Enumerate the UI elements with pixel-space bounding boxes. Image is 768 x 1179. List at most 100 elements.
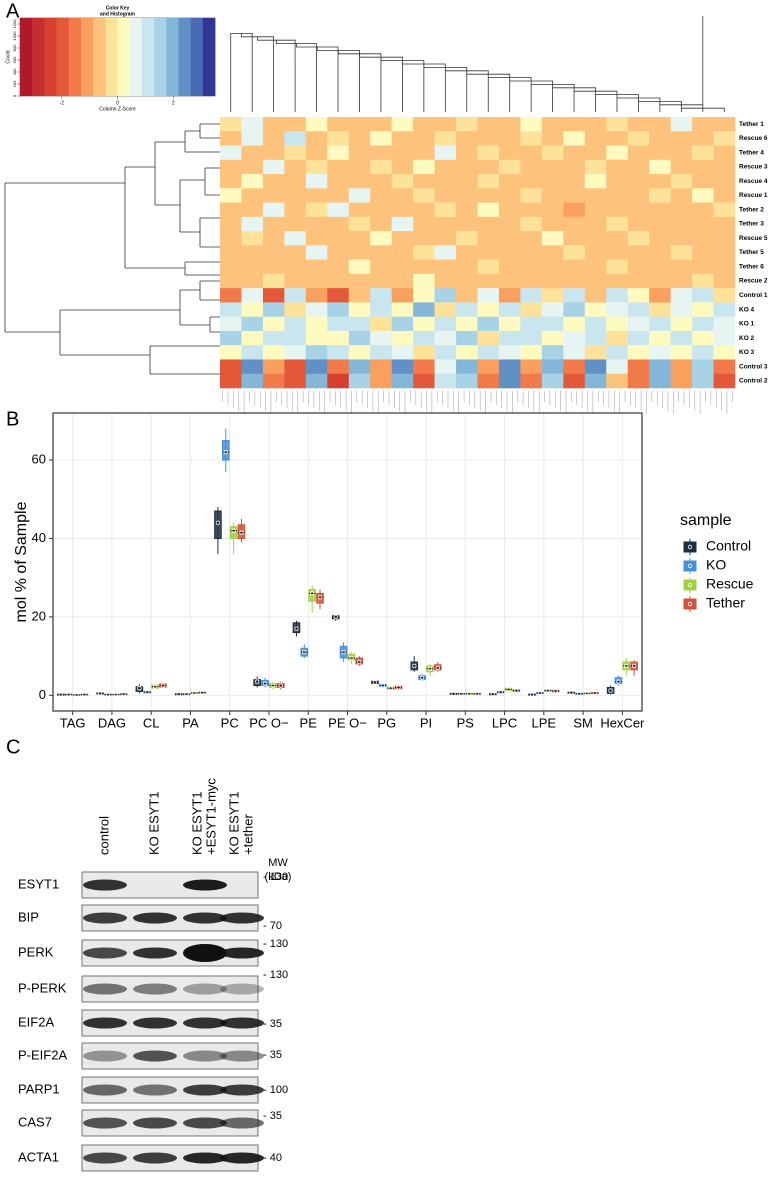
- heatmap-cell: [391, 316, 414, 332]
- heatmap-cell: [391, 188, 414, 203]
- heatmap-cell: [434, 159, 457, 175]
- median-dot: [302, 649, 307, 655]
- heatmap-cell: [670, 145, 693, 161]
- median-dot: [631, 663, 637, 669]
- heatmap-cell: [413, 359, 435, 375]
- key-swatch: [117, 18, 130, 96]
- heatmap-cell: [456, 216, 478, 232]
- heatmap-cell: [370, 373, 392, 389]
- heatmap-cell: [649, 202, 671, 218]
- heatmap-cell: [370, 345, 392, 360]
- heatmap-cell: [391, 288, 414, 303]
- heatmap-cell: [520, 131, 543, 146]
- heatmap-cell: [284, 302, 307, 317]
- heatmap-cell: [348, 188, 371, 203]
- heatmap-cell: [649, 288, 671, 303]
- heatmap-cell: [262, 188, 285, 203]
- heatmap-cell: [498, 259, 521, 275]
- blot-band: [220, 983, 264, 995]
- key-x-tick-label: 0: [116, 100, 119, 106]
- heatmap-cell: [477, 302, 500, 317]
- blot-band: [133, 1084, 177, 1096]
- heatmap-cell: [670, 245, 693, 260]
- heatmap-cell: [498, 273, 521, 289]
- heatmap-cell: [220, 302, 242, 317]
- blot-band: [183, 1050, 227, 1062]
- heatmap-cell: [241, 345, 264, 360]
- heatmap-cell: [241, 117, 264, 132]
- lane-label: KO ESYT1: [226, 791, 241, 855]
- heatmap-cell: [498, 373, 521, 389]
- heatmap-cell: [284, 131, 307, 146]
- legend-dot: [687, 582, 693, 588]
- heatmap-cell: [520, 302, 543, 317]
- blot-band: [83, 1017, 127, 1029]
- heatmap-cell: [649, 345, 671, 360]
- heatmap-cell: [391, 373, 414, 389]
- heatmap-cell: [456, 288, 478, 303]
- heatmap-cell: [649, 117, 671, 132]
- median-dot: [113, 692, 119, 697]
- x-tick-label: PC: [221, 715, 239, 730]
- heatmap-cell: [584, 288, 607, 303]
- heatmap-cell: [541, 259, 564, 275]
- blot-band: [133, 1152, 177, 1164]
- key-swatch: [178, 18, 191, 96]
- heatmap-cell: [284, 288, 307, 303]
- heatmap-cell: [370, 273, 392, 289]
- heatmap-cell: [370, 216, 392, 232]
- key-x-tick-label: 2: [172, 100, 175, 106]
- heatmap-cell: [498, 188, 521, 203]
- lane-label: control: [96, 816, 111, 855]
- heatmap-cell: [713, 131, 736, 146]
- x-tick-label: HexCer: [600, 715, 645, 730]
- legend-dot: [687, 563, 693, 569]
- heatmap-cell: [434, 174, 457, 189]
- heatmap-cell: [541, 202, 564, 218]
- heatmap-cell: [305, 174, 328, 189]
- blot-band: [220, 1117, 264, 1129]
- median-dot: [58, 692, 64, 697]
- heatmap-cell: [305, 202, 328, 218]
- heatmap-cell: [220, 159, 242, 175]
- heatmap-cell: [498, 174, 521, 189]
- median-dot: [545, 688, 550, 693]
- heatmap-cell: [606, 188, 629, 203]
- legend-key: [683, 541, 697, 553]
- heatmap-cell: [241, 359, 264, 375]
- heatmap-cell: [584, 259, 607, 275]
- heatmap-cell: [456, 302, 478, 317]
- heatmap-cell: [305, 245, 328, 260]
- legend-label: Rescue: [706, 576, 754, 592]
- heatmap-cell: [498, 302, 521, 317]
- heatmap-cell: [606, 245, 629, 260]
- blot-band: [133, 1117, 177, 1129]
- median-dot: [569, 690, 574, 695]
- heatmap-cell: [541, 359, 564, 375]
- heatmap-cell: [413, 302, 435, 317]
- heatmap-cell: [670, 359, 693, 375]
- heatmap-cell: [262, 345, 285, 360]
- heatmap-cell: [413, 288, 435, 303]
- blot-band: [220, 1017, 264, 1029]
- heatmap-cell: [220, 259, 242, 275]
- heatmap-cell: [262, 231, 285, 246]
- heatmap-cell: [627, 288, 650, 303]
- heatmap-cell: [348, 145, 371, 161]
- median-dot: [74, 692, 79, 698]
- heatmap-cell: [627, 302, 650, 317]
- row-label: Control 2: [739, 378, 768, 385]
- heatmap-cell: [498, 202, 521, 218]
- heatmap-cell: [670, 345, 693, 360]
- heatmap-cell: [413, 131, 435, 146]
- median-dot: [624, 663, 629, 669]
- key-swatch: [154, 18, 167, 96]
- key-x-label: Column Z-Score: [99, 106, 136, 112]
- legend-label: KO: [706, 557, 726, 573]
- heatmap-cell: [670, 373, 693, 389]
- heatmap-cell: [584, 345, 607, 360]
- heatmap-cell: [584, 216, 607, 232]
- heatmap-cell: [649, 330, 671, 346]
- heatmap-cell: [606, 131, 629, 146]
